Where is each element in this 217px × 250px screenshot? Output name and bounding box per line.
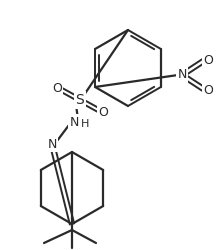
Text: N: N: [47, 138, 57, 150]
Text: O: O: [98, 106, 108, 118]
Text: H: H: [81, 119, 89, 129]
Text: S: S: [76, 93, 84, 107]
Text: O: O: [203, 84, 213, 96]
Text: O: O: [203, 54, 213, 66]
Text: N: N: [177, 68, 187, 82]
Text: N: N: [69, 116, 79, 128]
Text: O: O: [52, 82, 62, 94]
